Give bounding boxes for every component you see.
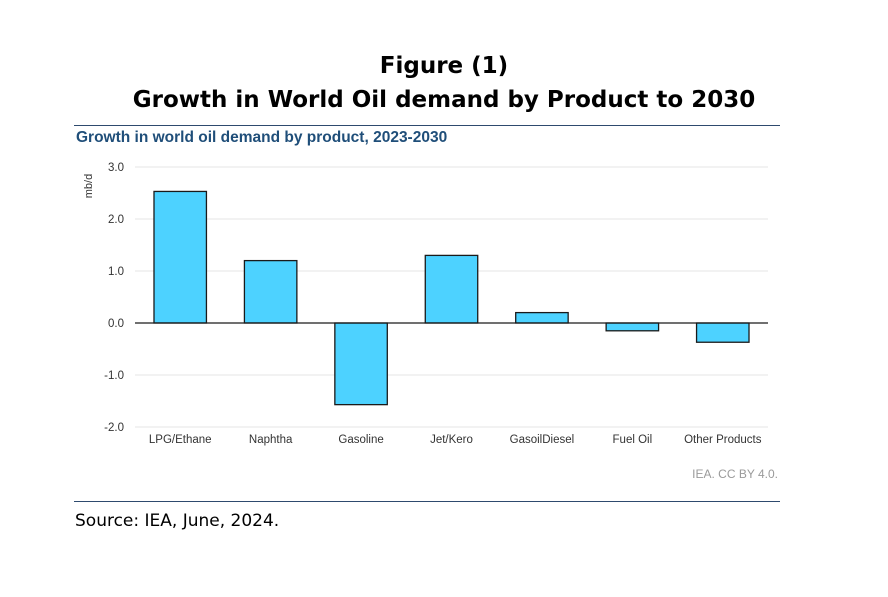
figure-number: Figure (1): [379, 53, 509, 79]
x-tick-label: Gasoline: [338, 434, 383, 446]
top-rule: [74, 125, 780, 126]
x-tick-label: GasoilDiesel: [510, 434, 575, 446]
bar-other-products: [695, 322, 750, 343]
bar-gasoline: [334, 322, 388, 406]
bar-lpg-ethane: [153, 190, 208, 324]
axes: 3.0 2.0 1.0 0.0 -1.0 -2.0 LPG/Ethane Naphtha Gas…: [104, 162, 768, 446]
gridlines: [135, 166, 768, 428]
bars: [153, 190, 750, 406]
bar-jet-kero: [424, 254, 479, 324]
x-tick-label: Other Products: [684, 434, 762, 446]
bar-fuel-oil: [605, 322, 660, 332]
y-axis-label: mb/d: [83, 174, 95, 198]
figure-heading: Growth in World Oil demand by Product to…: [132, 87, 756, 113]
y-tick-label: 2.0: [108, 214, 124, 226]
bar-gasoildiesel: [515, 311, 569, 324]
y-tick-label: 3.0: [108, 162, 124, 174]
x-tick-label: Jet/Kero: [430, 434, 473, 446]
x-tick-label: Naphtha: [249, 434, 293, 446]
bottom-rule: [74, 501, 780, 502]
chart-credit: IEA. CC BY 4.0.: [692, 467, 778, 481]
source-note: Source: IEA, June, 2024.: [75, 511, 280, 531]
bar-naphtha: [243, 259, 298, 324]
y-tick-label: -2.0: [104, 422, 124, 434]
y-tick-label: 0.0: [108, 318, 124, 330]
x-tick-label: LPG/Ethane: [149, 434, 212, 446]
y-tick-label: 1.0: [108, 266, 124, 278]
chart-title: Growth in world oil demand by product, 2…: [76, 129, 448, 146]
y-tick-label: -1.0: [104, 370, 124, 382]
x-tick-label: Fuel Oil: [613, 434, 653, 446]
